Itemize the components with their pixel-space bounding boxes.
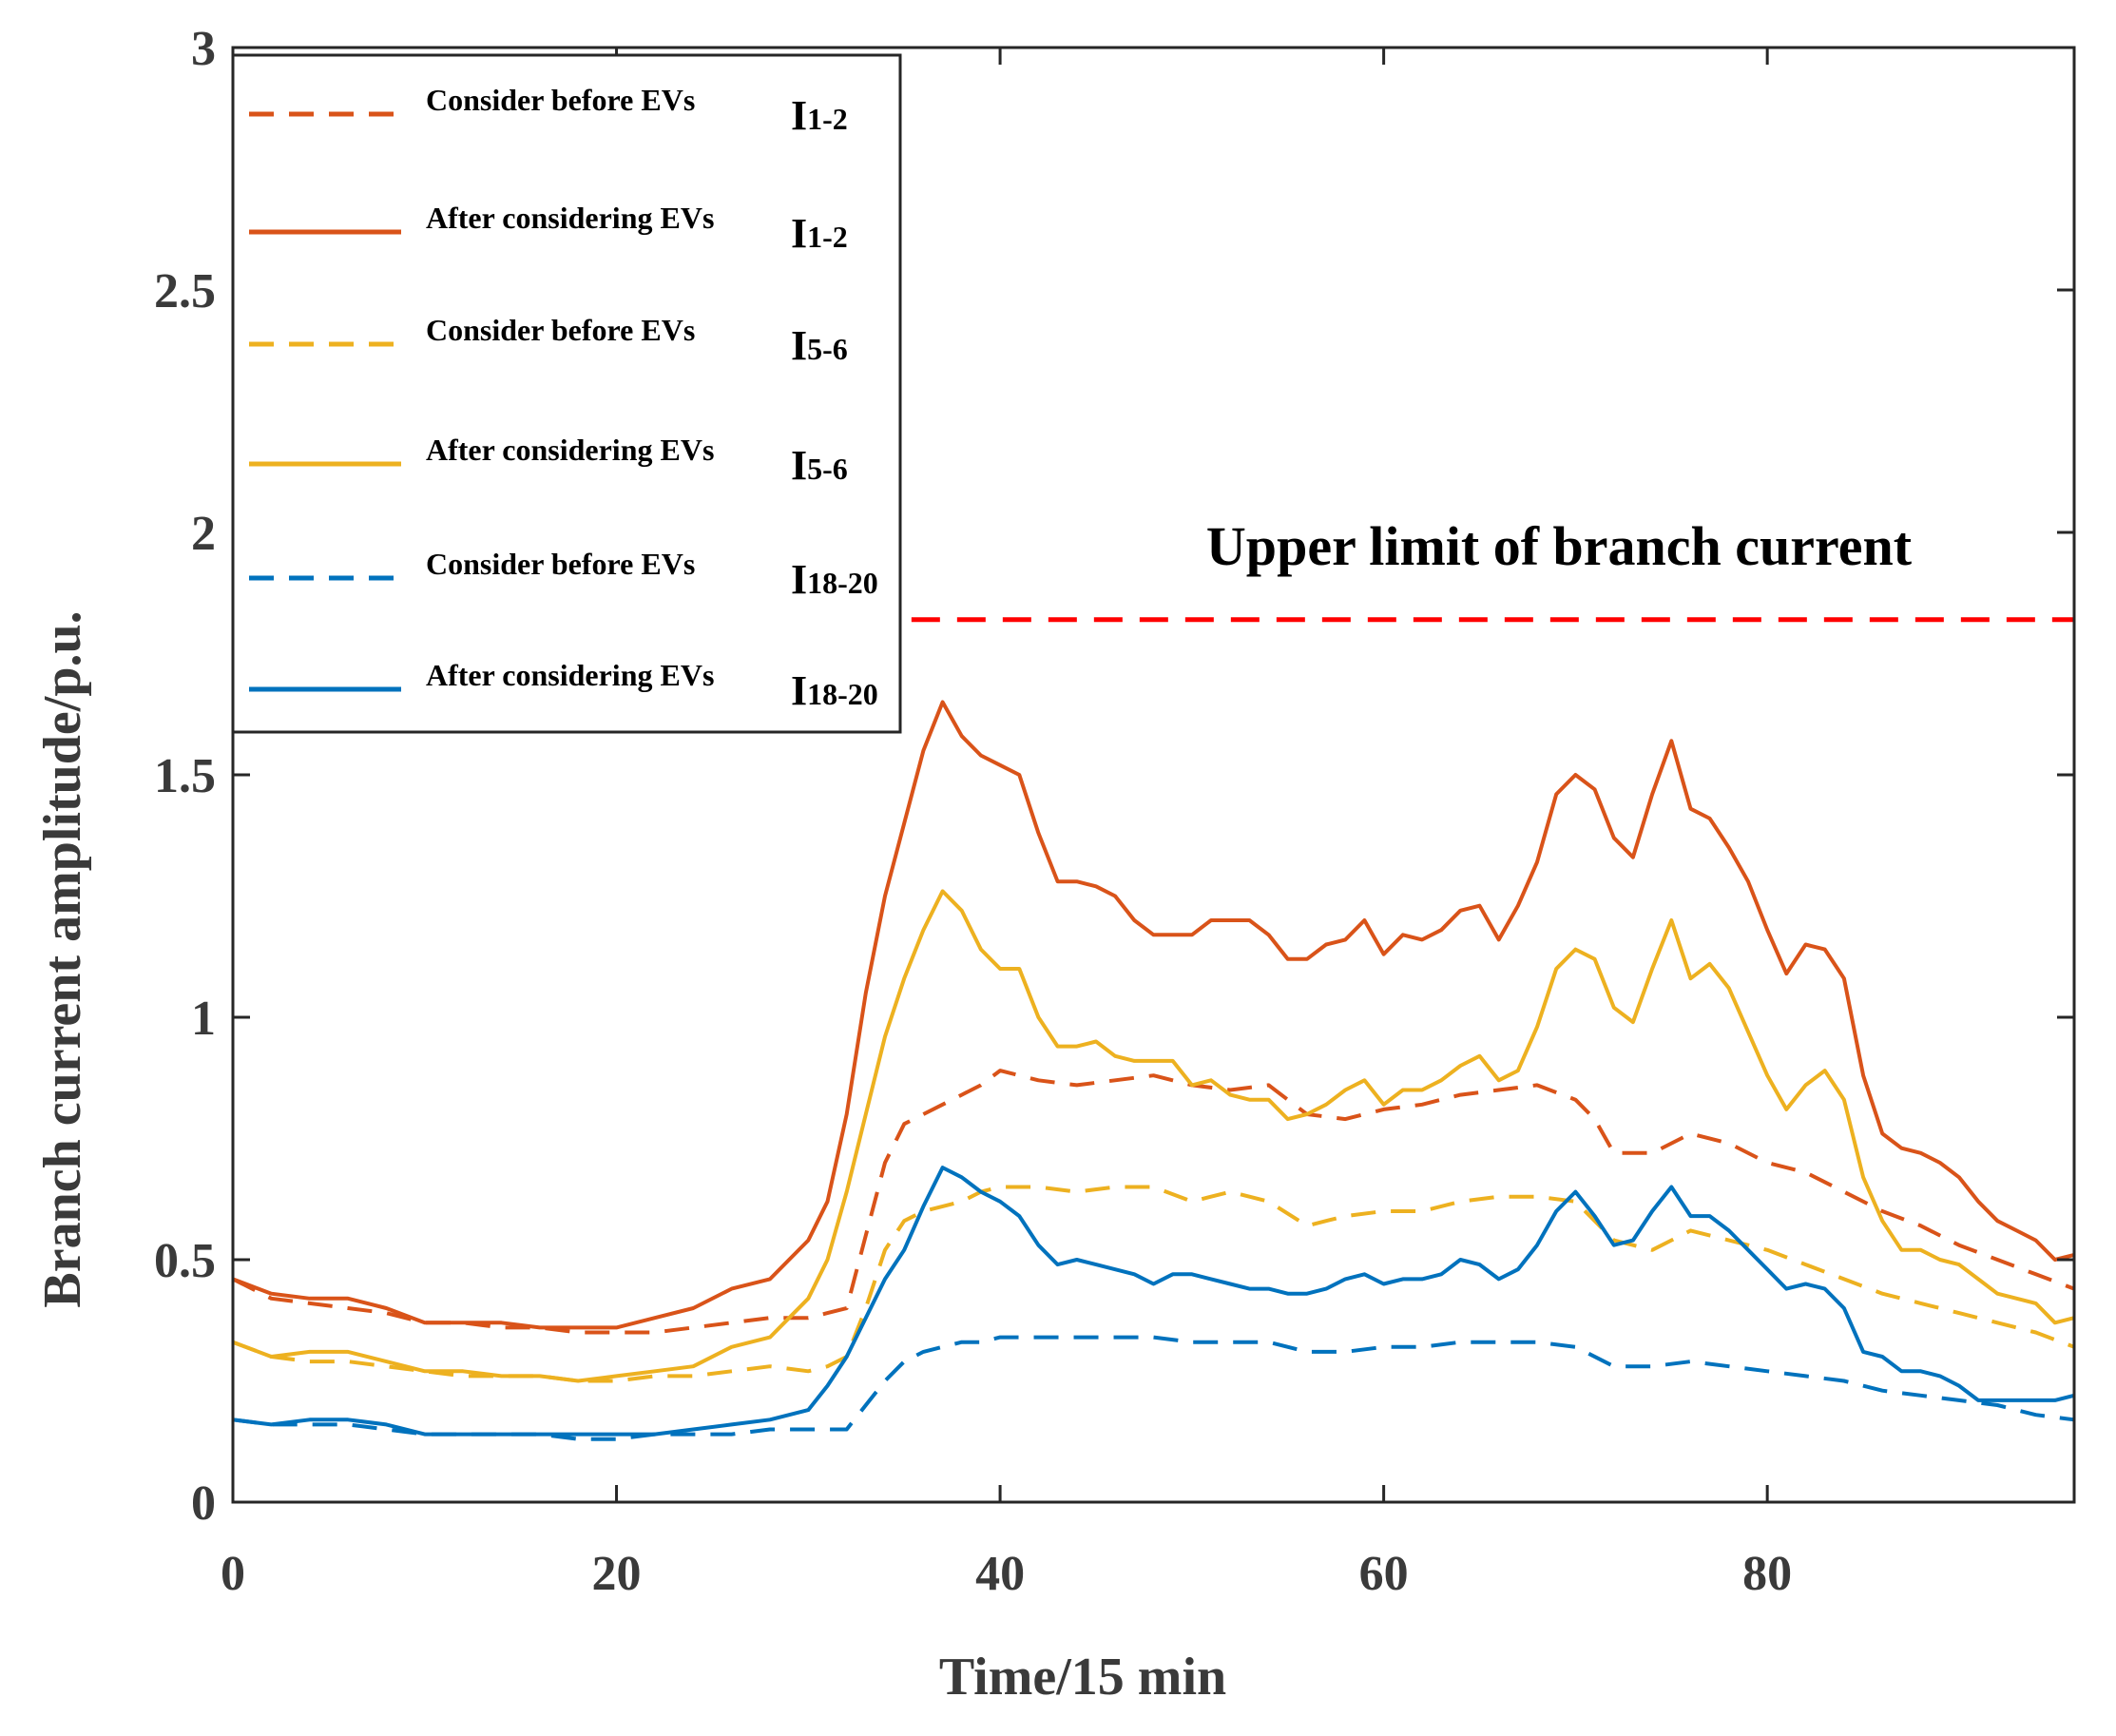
legend-symbol-2: I5-6 [791, 322, 848, 369]
x-tick-label: 20 [592, 1547, 642, 1601]
legend-label-0: Consider before EVs [426, 83, 695, 117]
series-line-0 [232, 1069, 2075, 1335]
legend-layer: Consider before EVs I1-2 After considering… [231, 53, 902, 734]
legend-label-4: Consider before EVs [426, 547, 695, 581]
series-line-5 [232, 1166, 2075, 1437]
legend-label-1: After considering EVs [426, 201, 714, 235]
legend-symbol-4: I18-20 [791, 556, 878, 603]
axes-layer: 0 20 40 60 80 0 0.5 1 1.5 2 2.5 3 [154, 22, 2076, 1601]
y-tick-label: 2 [191, 507, 216, 561]
y-tick-label: 1 [191, 992, 216, 1046]
legend-label-5: After considering EVs [426, 658, 714, 692]
x-tick-label: 60 [1359, 1547, 1409, 1601]
series-line-3 [232, 889, 2075, 1383]
x-tick-label: 0 [221, 1547, 245, 1601]
y-tick-label: 1.5 [154, 749, 216, 803]
y-axis-title: Branch current amplitude/p.u. [33, 610, 92, 1307]
legend-label-3: After considering EVs [426, 433, 714, 467]
upper-limit-label: Upper limit of branch current [1206, 515, 1913, 577]
y-tick-label: 2.5 [154, 264, 216, 318]
y-tick-label: 0 [191, 1476, 216, 1531]
y-tick-label: 3 [191, 22, 216, 76]
series-line-4 [232, 1335, 2075, 1441]
series-line-1 [232, 700, 2075, 1330]
legend-symbol-5: I18-20 [791, 667, 878, 714]
x-tick-label: 40 [975, 1547, 1025, 1601]
x-axis-title: Time/15 min [939, 1648, 1226, 1707]
x-tick-label: 80 [1742, 1547, 1792, 1601]
legend-label-2: Consider before EVs [426, 313, 695, 347]
legend-symbol-0: I1-2 [791, 92, 848, 139]
y-tick-label: 0.5 [154, 1234, 216, 1288]
legend-box [231, 53, 902, 734]
legend-symbol-3: I5-6 [791, 442, 848, 489]
legend-symbol-1: I1-2 [791, 210, 848, 257]
series-layer [232, 700, 2075, 1441]
